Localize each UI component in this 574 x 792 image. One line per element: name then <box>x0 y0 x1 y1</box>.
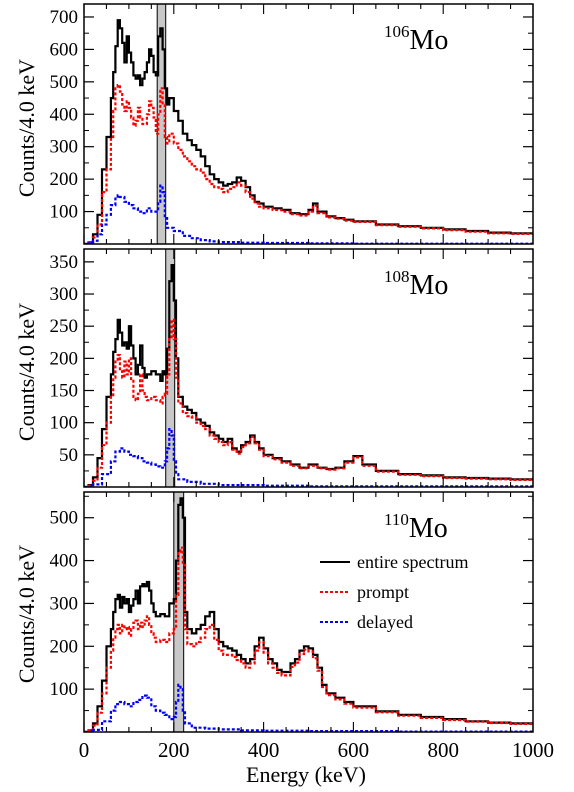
y-axis-title-106mo: Counts/4.0 keV <box>14 59 39 197</box>
x-tick-label-200: 200 <box>158 738 190 762</box>
y-axis-title-108mo: Counts/4.0 keV <box>14 303 39 441</box>
series-group-110mo <box>84 497 533 732</box>
nucleus-label-108mo: 108Mo <box>384 267 448 301</box>
nucleus-mass-106mo: 106 <box>384 22 410 41</box>
panel-frame-106mo <box>83 3 534 245</box>
y-tick-label-106mo-500: 500 <box>50 72 79 93</box>
y-tick-label-106mo-700: 700 <box>50 7 79 28</box>
series-entire-spectrum-110mo <box>84 497 533 732</box>
nucleus-label-106mo: 106Mo <box>384 22 448 56</box>
y-axis-title-110mo: Counts/4.0 keV <box>14 545 39 683</box>
series-prompt-108mo <box>84 318 533 487</box>
y-tick-label-106mo-200: 200 <box>50 169 79 190</box>
y-tick-label-106mo-300: 300 <box>50 137 79 158</box>
y-tick-label-110mo-500: 500 <box>50 508 79 529</box>
y-tick-label-106mo-400: 400 <box>50 104 79 125</box>
legend: entire spectrum prompt delayed <box>320 552 468 632</box>
legend-label-prompt: prompt <box>357 582 409 602</box>
series-entire-spectrum-106mo <box>84 19 533 244</box>
x-tick-label-0: 0 <box>79 738 90 762</box>
panels-layer: 100200300400500600700106Mo50100150200250… <box>50 3 554 762</box>
series-group-108mo <box>84 264 533 487</box>
x-tick-label-1000: 1000 <box>512 738 554 762</box>
series-group-106mo <box>84 19 533 244</box>
series-prompt-106mo <box>84 84 533 244</box>
y-tick-label-108mo-250: 250 <box>50 316 79 337</box>
series-delayed-108mo <box>84 428 533 487</box>
panel-106mo: 100 200 300 400 500 600 700 106Mo <box>50 3 534 245</box>
y-tick-label-108mo-100: 100 <box>50 413 79 434</box>
y-tick-label-108mo-150: 150 <box>50 381 79 402</box>
y-tick-label-110mo-400: 400 <box>50 551 79 572</box>
y-tick-label-108mo-200: 200 <box>50 348 79 369</box>
legend-label-entire: entire spectrum <box>357 552 468 572</box>
x-tick-label-600: 600 <box>338 738 370 762</box>
nucleus-element-108mo: Mo <box>410 270 449 301</box>
y-tick-label-108mo-300: 300 <box>50 284 79 305</box>
y-tick-label-106mo-600: 600 <box>50 39 79 60</box>
series-entire-spectrum-108mo <box>84 264 533 487</box>
series-prompt-110mo <box>84 546 533 732</box>
x-tick-label-800: 800 <box>427 738 459 762</box>
legend-label-delayed: delayed <box>357 612 413 632</box>
y-tick-label-108mo-50: 50 <box>59 445 78 466</box>
y-tick-label-106mo-100: 100 <box>50 202 79 223</box>
nucleus-mass-108mo: 108 <box>384 267 410 286</box>
panel-108mo: 50 100 150 200 250 300 350 108Mo <box>50 248 534 488</box>
x-tick-label-400: 400 <box>248 738 280 762</box>
panel-110mo: 100 200 300 400 500 110Mo <box>50 491 534 733</box>
panel-frame-110mo <box>83 491 534 733</box>
y-tick-label-110mo-100: 100 <box>50 679 79 700</box>
y-tick-label-110mo-200: 200 <box>50 636 79 657</box>
nucleus-mass-110mo: 110 <box>384 510 409 529</box>
nucleus-label-110mo: 110Mo <box>384 510 448 544</box>
y-tick-label-110mo-300: 300 <box>50 593 79 614</box>
nucleus-element-106mo: Mo <box>410 25 449 56</box>
panel-frame-108mo <box>83 248 534 488</box>
x-axis-title: Energy (keV) <box>246 762 366 787</box>
nucleus-element-110mo: Mo <box>409 513 448 544</box>
series-delayed-110mo <box>84 683 533 732</box>
y-tick-label-108mo-350: 350 <box>50 252 79 273</box>
